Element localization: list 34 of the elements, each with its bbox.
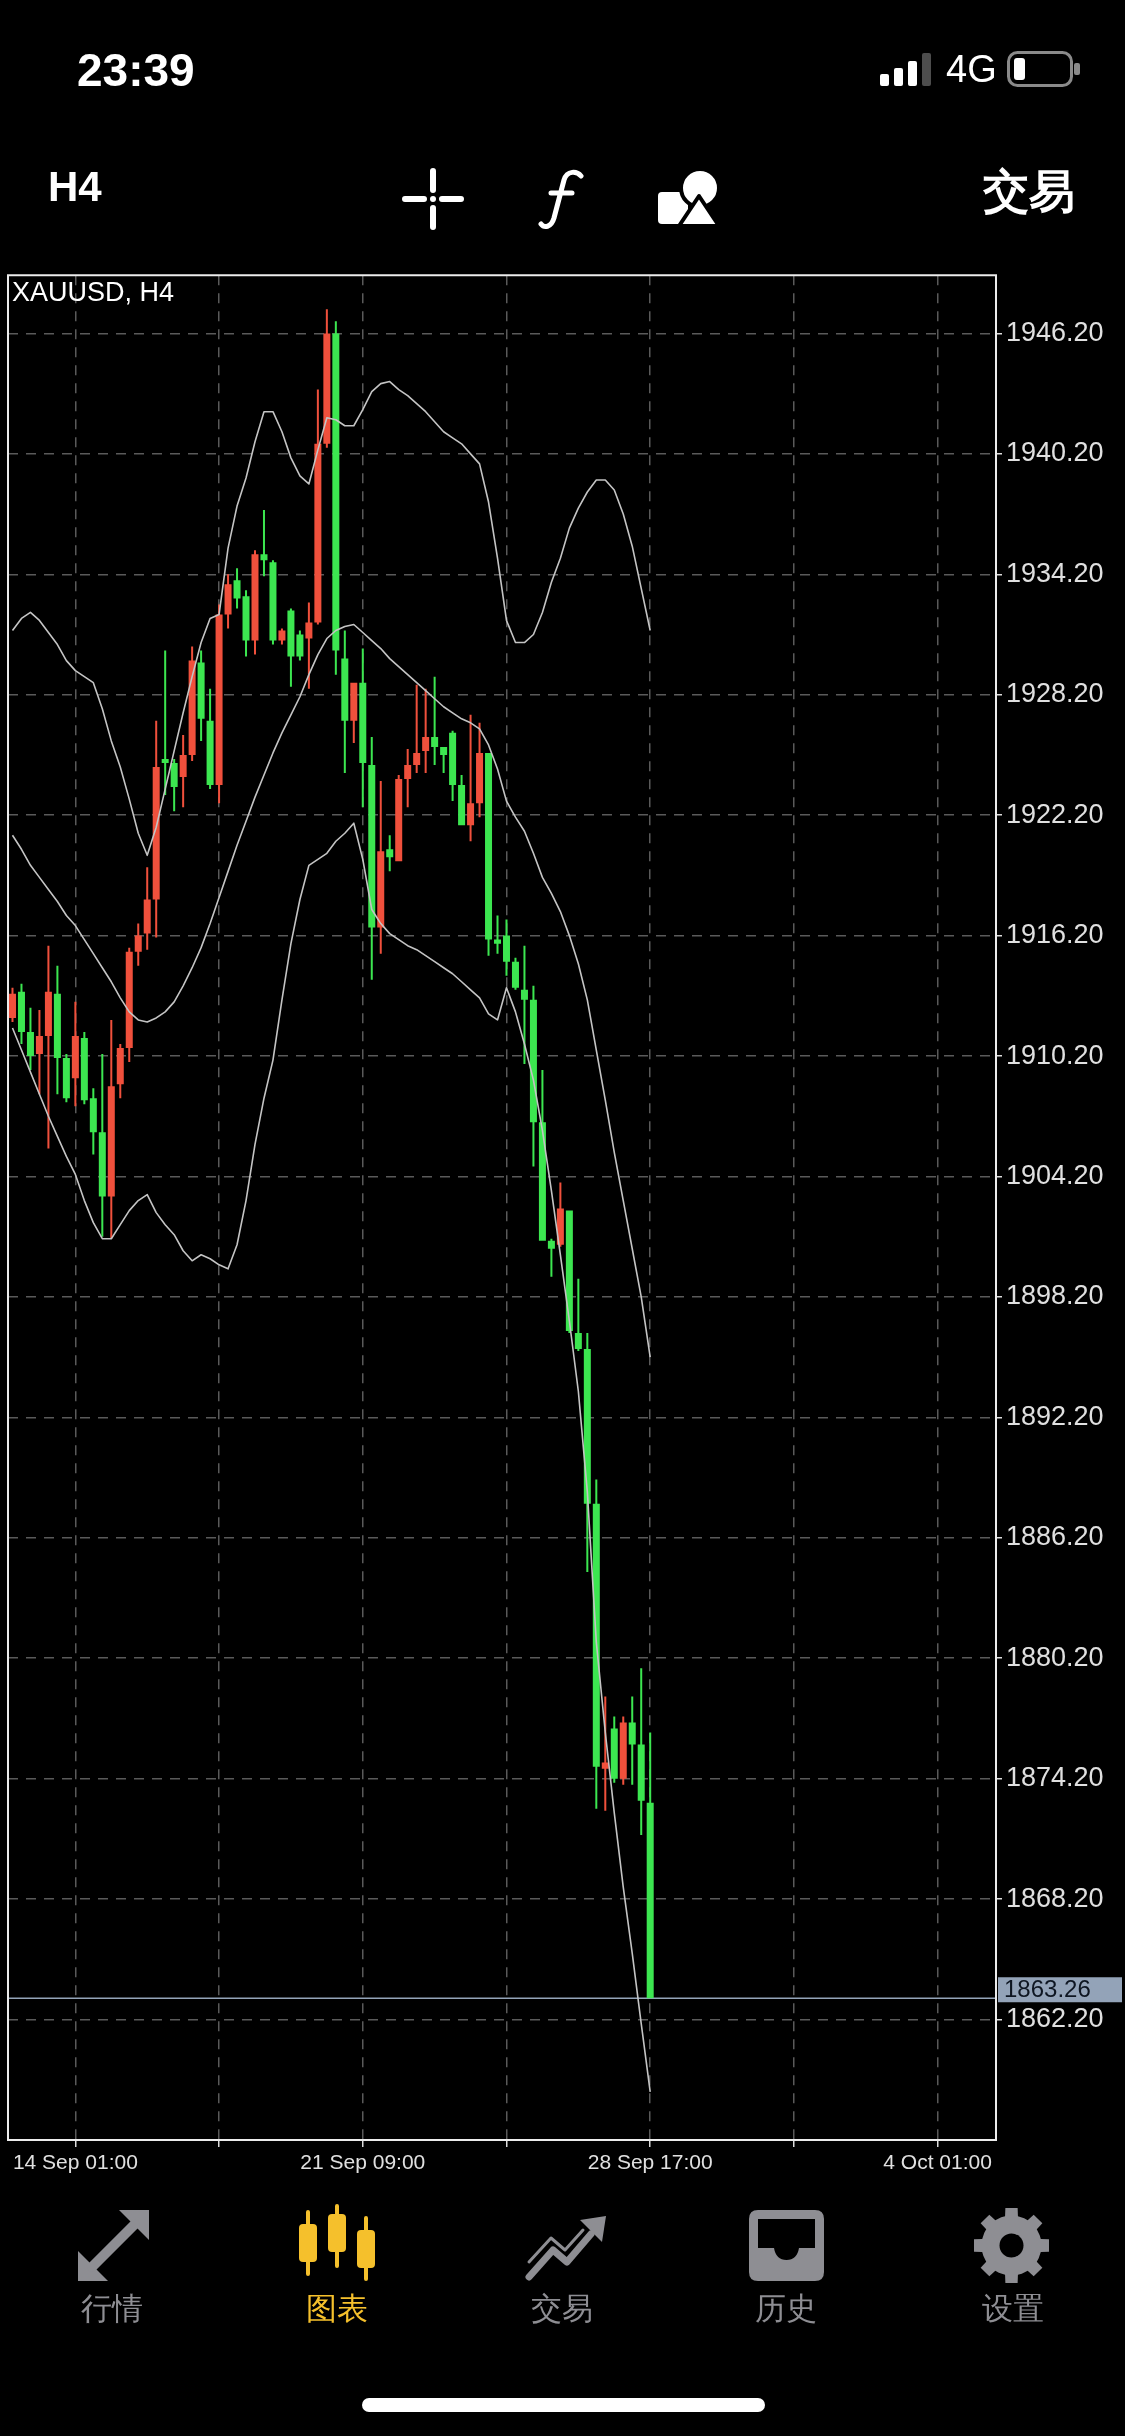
y-tick-label: 1862.20 [1006, 2003, 1104, 2034]
x-tick-label: 4 Oct 01:00 [883, 2150, 992, 2174]
y-tick-label: 1898.20 [1006, 1280, 1104, 1311]
y-tick-label: 1916.20 [1006, 919, 1104, 950]
candlestick [413, 684, 421, 774]
y-tick-label: 1946.20 [1006, 316, 1104, 347]
text: H4 [48, 163, 102, 210]
y-tick-label: 1934.20 [1006, 557, 1104, 588]
text: 行情 [81, 2291, 143, 2326]
candlestick [161, 650, 169, 796]
y-tick-label: 1928.20 [1006, 678, 1104, 709]
y-tick-label: 1886.20 [1006, 1521, 1104, 1552]
y-tick-label: 1880.20 [1006, 1641, 1104, 1672]
x-tick-label: 21 Sep 09:00 [300, 2150, 426, 2174]
y-tick-label: 1868.20 [1006, 1882, 1104, 1913]
y-tick-label: 1922.20 [1006, 798, 1104, 829]
y-tick-label: 1892.20 [1006, 1400, 1104, 1431]
text: 图表 [306, 2291, 368, 2326]
x-tick-label: 14 Sep 01:00 [12, 2150, 138, 2174]
ref-line-label: 1863.26 [1004, 1975, 1091, 2003]
chart-title: XAUUSD, H4 [12, 277, 175, 307]
candlestick [260, 510, 268, 577]
candlestick [494, 915, 502, 954]
y-tick-label: 1904.20 [1006, 1159, 1104, 1190]
text: 23:39 [77, 44, 195, 96]
text: 设置 [982, 2291, 1044, 2326]
text: 交易 [531, 2291, 593, 2326]
y-tick-label: 1874.20 [1006, 1762, 1104, 1793]
text: 历史 [755, 2291, 817, 2326]
text: 交易 [983, 165, 1075, 217]
text: 4G [946, 48, 997, 90]
y-tick-label: 1910.20 [1006, 1039, 1104, 1070]
x-tick-label: 28 Sep 17:00 [587, 2150, 713, 2174]
y-tick-label: 1940.20 [1006, 437, 1104, 468]
